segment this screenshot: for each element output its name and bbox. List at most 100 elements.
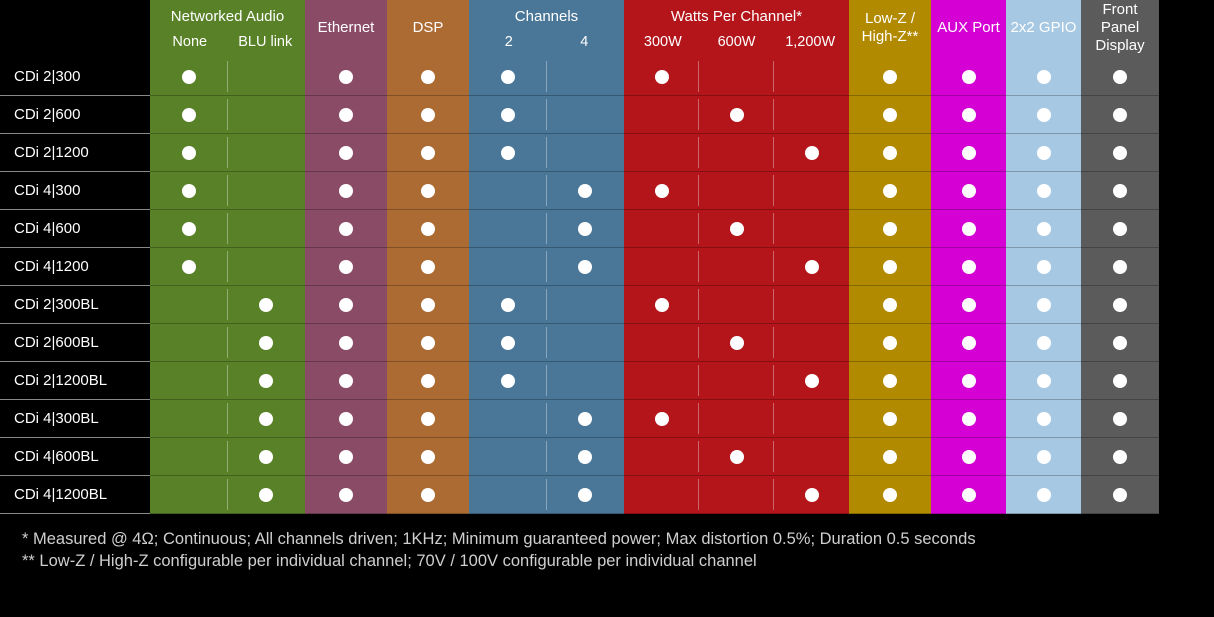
dot-icon xyxy=(421,222,435,236)
column-title: DSP xyxy=(413,19,444,39)
column-title: Ethernet xyxy=(318,19,375,39)
table-row: CDi 2|600BL xyxy=(0,324,1214,362)
cell-gpio xyxy=(1006,438,1081,476)
cell-gpio xyxy=(1006,286,1081,324)
cell-ethernet xyxy=(305,210,387,248)
cell-watts xyxy=(774,362,849,400)
dot-icon xyxy=(259,412,273,426)
dot-icon xyxy=(1113,70,1127,84)
cell-watts xyxy=(774,58,849,96)
cell-aux xyxy=(931,134,1006,172)
cell-netaudio xyxy=(228,134,306,172)
cell-netaudio xyxy=(150,58,228,96)
cell-dsp xyxy=(387,172,469,210)
row-label: CDi 2|1200BL xyxy=(0,362,150,400)
footnotes: * Measured @ 4Ω; Continuous; All channel… xyxy=(0,514,1214,573)
cell-aux xyxy=(931,58,1006,96)
cell-fp xyxy=(1081,172,1159,210)
cell-netaudio xyxy=(228,96,306,134)
cell-ethernet xyxy=(305,286,387,324)
dot-icon xyxy=(578,412,592,426)
cell-channels xyxy=(469,210,547,248)
table-row: CDi 4|600BL xyxy=(0,438,1214,476)
cell-fp xyxy=(1081,438,1159,476)
cell-dsp xyxy=(387,400,469,438)
column-title: AUX Port xyxy=(937,19,1000,39)
dot-icon xyxy=(182,184,196,198)
table-row: CDi 4|300BL xyxy=(0,400,1214,438)
dot-icon xyxy=(962,260,976,274)
cell-gpio xyxy=(1006,58,1081,96)
cell-watts xyxy=(699,476,774,514)
column-sublabel: BLU link xyxy=(228,34,304,50)
dot-icon xyxy=(421,374,435,388)
dot-icon xyxy=(883,260,897,274)
dot-icon xyxy=(578,488,592,502)
cell-watts xyxy=(624,438,699,476)
row-label: CDi 4|1200BL xyxy=(0,476,150,514)
dot-icon xyxy=(883,374,897,388)
dot-icon xyxy=(501,374,515,388)
table-row: CDi 4|600 xyxy=(0,210,1214,248)
cell-z xyxy=(849,324,931,362)
dot-icon xyxy=(962,374,976,388)
column-sublabels: NoneBLU link xyxy=(152,28,303,50)
cell-watts xyxy=(774,286,849,324)
dot-icon xyxy=(421,412,435,426)
cell-watts xyxy=(699,324,774,362)
dot-icon xyxy=(339,184,353,198)
cell-aux xyxy=(931,362,1006,400)
cell-z xyxy=(849,476,931,514)
cell-fp xyxy=(1081,134,1159,172)
cell-watts xyxy=(699,58,774,96)
row-label: CDi 4|600 xyxy=(0,210,150,248)
dot-icon xyxy=(805,374,819,388)
cell-watts xyxy=(624,400,699,438)
cell-aux xyxy=(931,438,1006,476)
dot-icon xyxy=(259,488,273,502)
dot-icon xyxy=(1037,298,1051,312)
dot-icon xyxy=(730,450,744,464)
dot-icon xyxy=(730,336,744,350)
cell-channels xyxy=(469,400,547,438)
cell-channels xyxy=(469,58,547,96)
column-title: Networked Audio xyxy=(171,8,284,28)
dot-icon xyxy=(655,412,669,426)
cell-watts xyxy=(624,248,699,286)
column-title: 2x2 GPIO xyxy=(1011,19,1077,39)
dot-icon xyxy=(1113,108,1127,122)
cell-z xyxy=(849,248,931,286)
dot-icon xyxy=(421,70,435,84)
cell-channels xyxy=(547,172,625,210)
column-title: Channels xyxy=(515,8,578,28)
column-title: Low-Z / High-Z** xyxy=(851,10,929,48)
cell-z xyxy=(849,286,931,324)
cell-watts xyxy=(624,58,699,96)
cell-gpio xyxy=(1006,476,1081,514)
cell-watts xyxy=(699,438,774,476)
dot-icon xyxy=(1113,222,1127,236)
cell-fp xyxy=(1081,248,1159,286)
cell-dsp xyxy=(387,438,469,476)
dot-icon xyxy=(501,298,515,312)
dot-icon xyxy=(883,108,897,122)
dot-icon xyxy=(501,108,515,122)
cell-dsp xyxy=(387,96,469,134)
dot-icon xyxy=(339,70,353,84)
cell-channels xyxy=(547,58,625,96)
cell-channels xyxy=(469,438,547,476)
cell-aux xyxy=(931,172,1006,210)
cell-dsp xyxy=(387,58,469,96)
dot-icon xyxy=(962,184,976,198)
footnote-line: * Measured @ 4Ω; Continuous; All channel… xyxy=(22,528,1192,550)
cell-aux xyxy=(931,96,1006,134)
row-label: CDi 4|1200 xyxy=(0,248,150,286)
dot-icon xyxy=(1113,450,1127,464)
cell-watts xyxy=(774,96,849,134)
cell-fp xyxy=(1081,400,1159,438)
column-title: Watts Per Channel* xyxy=(671,8,802,28)
dot-icon xyxy=(1037,450,1051,464)
column-header-channels: Channels24 xyxy=(469,0,624,58)
cell-aux xyxy=(931,210,1006,248)
cell-netaudio xyxy=(228,58,306,96)
